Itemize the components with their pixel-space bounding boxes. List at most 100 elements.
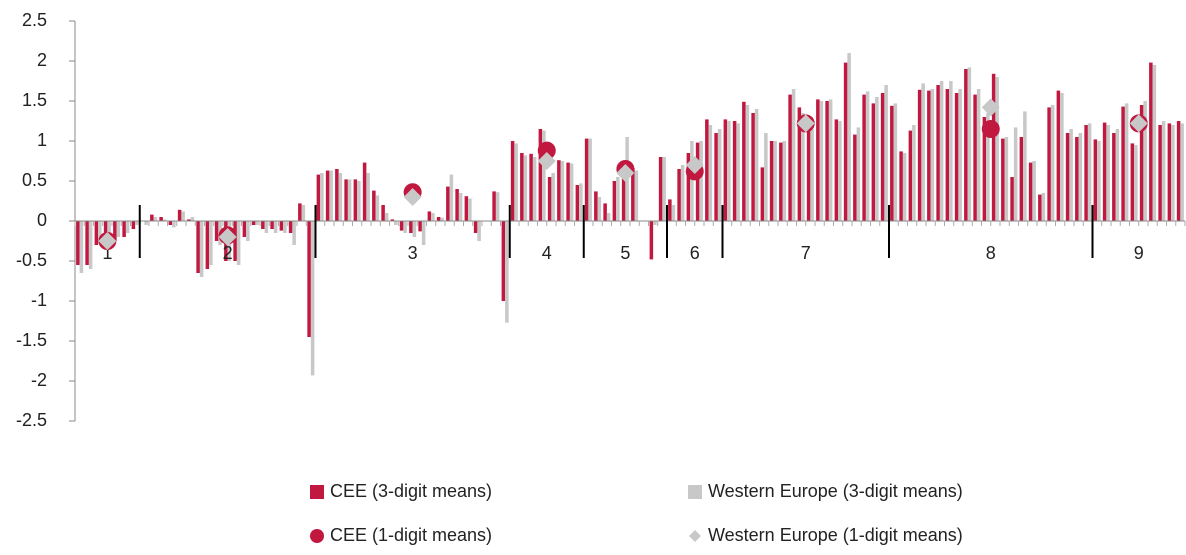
bar xyxy=(964,69,968,221)
bar xyxy=(270,221,274,229)
bar xyxy=(1180,123,1184,221)
bar xyxy=(357,181,361,221)
bar xyxy=(717,129,722,221)
bar xyxy=(464,196,469,221)
bar xyxy=(930,89,935,221)
bar xyxy=(736,123,740,221)
legend-swatch xyxy=(310,485,324,499)
bar xyxy=(366,173,370,221)
bar xyxy=(196,221,200,273)
bar xyxy=(773,141,777,221)
bar xyxy=(144,221,148,225)
bar xyxy=(653,221,657,225)
bar xyxy=(594,191,598,221)
bar xyxy=(982,117,987,221)
bar xyxy=(255,221,259,225)
bar xyxy=(936,85,940,221)
group-label: 8 xyxy=(986,243,996,263)
bar xyxy=(403,221,407,233)
bar xyxy=(893,103,898,221)
bar xyxy=(686,153,691,221)
bar xyxy=(1167,123,1172,221)
bar xyxy=(153,217,158,221)
bar xyxy=(705,119,709,221)
bar xyxy=(1028,162,1033,221)
bar xyxy=(890,105,894,221)
bar xyxy=(575,185,580,221)
bar xyxy=(514,143,518,221)
bar xyxy=(88,221,93,269)
bar xyxy=(828,99,833,221)
bar xyxy=(986,113,990,221)
group-label: 1 xyxy=(102,243,112,263)
bar xyxy=(172,221,176,228)
bar xyxy=(1038,194,1042,221)
bar xyxy=(1097,141,1101,221)
bar xyxy=(760,167,765,221)
bar xyxy=(1087,123,1092,221)
bar xyxy=(1065,133,1070,221)
bar xyxy=(843,62,848,221)
bar xyxy=(945,89,950,221)
bar xyxy=(473,221,478,233)
bar xyxy=(310,221,315,376)
legend-swatch xyxy=(688,485,702,499)
bar xyxy=(871,103,876,221)
bar xyxy=(344,179,348,221)
bar xyxy=(791,89,796,221)
bar xyxy=(764,133,768,221)
bar xyxy=(85,221,89,265)
bar xyxy=(427,211,432,221)
point-marker xyxy=(537,141,556,160)
bar xyxy=(436,217,441,221)
point-marker xyxy=(796,114,815,133)
group-label: 5 xyxy=(620,243,630,263)
group-label: 9 xyxy=(1134,243,1144,263)
bar xyxy=(1023,111,1027,221)
bar xyxy=(205,221,210,269)
point-marker xyxy=(981,98,1000,117)
bar xyxy=(316,174,321,221)
bar xyxy=(551,173,555,221)
bar xyxy=(557,160,561,221)
bar xyxy=(902,153,907,221)
y-tick-label: 0 xyxy=(37,210,47,230)
bar xyxy=(510,141,515,221)
bar xyxy=(261,221,265,229)
bar xyxy=(1134,145,1138,221)
bar xyxy=(335,169,339,221)
bar xyxy=(1093,139,1098,221)
bar xyxy=(329,170,333,221)
bar xyxy=(468,198,472,221)
bar xyxy=(779,142,783,221)
bar xyxy=(806,127,811,221)
bar xyxy=(1041,193,1046,221)
bar xyxy=(236,221,241,265)
bar xyxy=(875,97,879,221)
y-tick-label: 2.5 xyxy=(22,10,47,30)
point-marker xyxy=(616,164,635,182)
bar xyxy=(418,221,422,232)
bar xyxy=(214,221,219,241)
bar xyxy=(242,221,247,237)
bar xyxy=(862,94,866,221)
bar xyxy=(825,101,829,221)
bar xyxy=(150,214,154,221)
bar xyxy=(1171,125,1175,221)
bar xyxy=(94,221,99,245)
legend-label: Western Europe (1-digit means) xyxy=(708,525,963,545)
bar xyxy=(658,157,663,221)
bar xyxy=(1069,129,1073,221)
bar xyxy=(233,221,237,261)
bar xyxy=(1004,137,1009,221)
bar xyxy=(1075,137,1079,221)
bar xyxy=(505,221,509,323)
bar xyxy=(455,189,459,221)
bar xyxy=(477,221,481,241)
bar xyxy=(168,221,173,225)
bar xyxy=(1130,143,1135,221)
bar xyxy=(612,181,617,221)
bar xyxy=(908,130,913,221)
bar xyxy=(1010,177,1014,221)
bar xyxy=(880,93,885,221)
